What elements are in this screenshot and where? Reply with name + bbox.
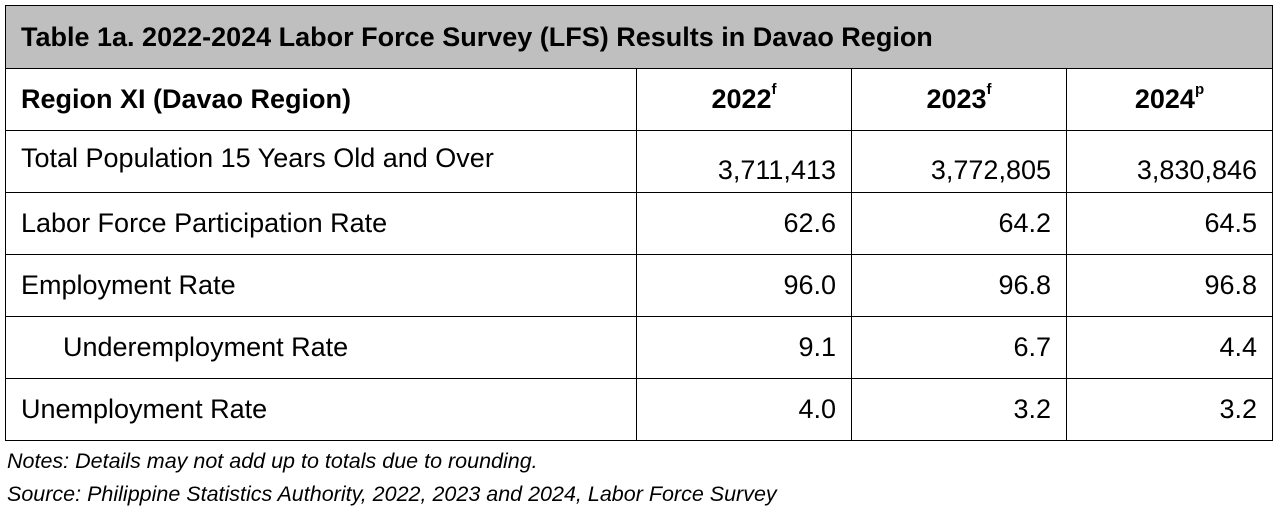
source-note: Source: Philippine Statistics Authority,… — [7, 482, 777, 506]
table-row: Total Population 15 Years Old and Over 3… — [5, 130, 1273, 193]
header-year-footnote: f — [771, 81, 777, 98]
table-row: Employment Rate 96.0 96.8 96.8 — [5, 254, 1273, 317]
table-header-row: Region XI (Davao Region) 2022f 2023f 202… — [5, 68, 1273, 131]
lfs-table-container: Table 1a. 2022-2024 Labor Force Survey (… — [5, 5, 1273, 511]
header-year-2024: 2024p — [1066, 68, 1273, 131]
header-year-footnote: p — [1194, 81, 1205, 98]
cell-value: 96.8 — [851, 254, 1067, 317]
table-title: Table 1a. 2022-2024 Labor Force Survey (… — [5, 5, 1273, 69]
row-label: Employment Rate — [5, 254, 637, 317]
cell-value: 3,711,413 — [636, 130, 852, 193]
cell-value: 6.7 — [851, 316, 1067, 379]
header-year-text: 2024 — [1134, 84, 1195, 114]
cell-value: 3,772,805 — [851, 130, 1067, 193]
header-year-text: 2022 — [711, 84, 772, 114]
table-title-row: Table 1a. 2022-2024 Labor Force Survey (… — [5, 5, 1273, 69]
table-row: Labor Force Participation Rate 62.6 64.2… — [5, 192, 1273, 255]
table-notes: Notes: Details may not add up to totals … — [5, 445, 1272, 511]
cell-value: 9.1 — [636, 316, 852, 379]
rounding-note: Notes: Details may not add up to totals … — [7, 449, 538, 473]
cell-value: 3.2 — [851, 378, 1067, 441]
row-label: Total Population 15 Years Old and Over — [5, 130, 637, 193]
row-label: Labor Force Participation Rate — [5, 192, 637, 255]
table-row: Unemployment Rate 4.0 3.2 3.2 — [5, 378, 1273, 441]
header-region-label: Region XI (Davao Region) — [5, 68, 637, 131]
header-year-text: 2023 — [926, 84, 987, 114]
header-year-2023: 2023f — [851, 68, 1067, 131]
cell-value: 3.2 — [1066, 378, 1273, 441]
table-row: Underemployment Rate 9.1 6.7 4.4 — [5, 316, 1273, 379]
cell-value: 4.4 — [1066, 316, 1273, 379]
cell-value: 64.2 — [851, 192, 1067, 255]
cell-value: 64.5 — [1066, 192, 1273, 255]
cell-value: 96.0 — [636, 254, 852, 317]
cell-value: 3,830,846 — [1066, 130, 1273, 193]
cell-value: 96.8 — [1066, 254, 1273, 317]
lfs-results-table: Table 1a. 2022-2024 Labor Force Survey (… — [5, 5, 1273, 441]
header-year-footnote: f — [986, 81, 992, 98]
cell-value: 62.6 — [636, 192, 852, 255]
header-year-2022: 2022f — [636, 68, 852, 131]
cell-value: 4.0 — [636, 378, 852, 441]
row-label: Underemployment Rate — [5, 316, 637, 379]
row-label: Unemployment Rate — [5, 378, 637, 441]
